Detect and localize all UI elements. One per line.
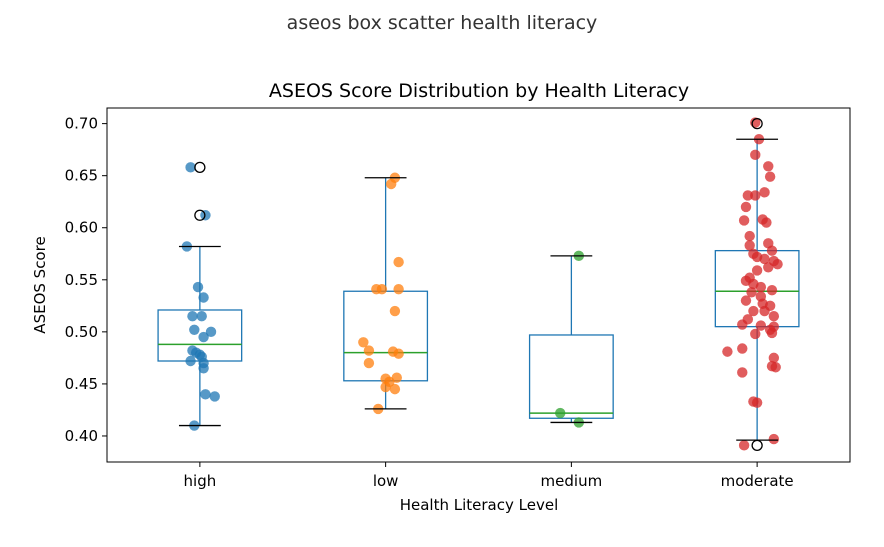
outlier-point [751,439,763,451]
x-tick-label: moderate [721,472,794,490]
data-point [185,355,196,367]
data-point [750,149,761,161]
data-point [766,285,778,296]
box-group-moderate [714,117,800,451]
data-point [376,283,388,295]
data-point [763,262,774,273]
data-point [751,397,763,408]
data-point [766,327,778,339]
data-point [740,201,752,213]
data-point [385,178,397,190]
data-point [389,383,401,395]
data-point [764,171,776,182]
data-point [200,389,211,400]
box-group-medium [528,250,614,428]
data-point [744,230,755,242]
page-title: aseos box scatter health literacy [286,12,598,34]
box-iqr [528,334,614,419]
data-point [198,292,209,303]
data-point [196,311,207,322]
data-point [740,295,752,306]
data-point [363,357,375,369]
data-point [742,190,754,201]
data-point [768,433,780,445]
data-point [748,305,759,317]
data-point [738,440,750,451]
data-point [744,240,755,251]
data-point [751,265,763,276]
y-tick-label: 0.55 [65,271,98,289]
plot-area [157,117,800,451]
data-point [738,215,750,226]
data-point [189,324,200,335]
data-point [192,281,204,293]
data-point [393,256,404,268]
data-point [358,337,369,348]
data-point [185,162,196,173]
outlier-point [194,209,206,221]
data-point [761,217,772,228]
box-group-high [157,161,243,431]
y-tick-label: 0.60 [65,219,98,237]
x-tick-label: high [184,472,217,490]
data-point [770,362,781,373]
box-group-low [343,172,429,415]
data-point [746,287,757,298]
y-axis: 0.40 0.45 0.50 0.55 0.60 0.65 0.70 [65,115,107,445]
data-point [763,161,774,172]
outlier-point [751,117,763,130]
data-point [555,407,566,419]
data-point [187,311,198,322]
chart-title: ASEOS Score Distribution by Health Liter… [269,80,689,102]
x-tick-label: medium [541,472,603,490]
y-tick-label: 0.50 [65,323,98,341]
data-point [737,367,748,378]
y-tick-label: 0.65 [65,167,98,185]
data-point [768,352,780,364]
data-point [393,283,404,295]
x-axis: high low medium moderate [184,462,794,490]
data-point [209,391,220,402]
x-tick-label: low [373,472,399,490]
data-point [772,258,783,270]
data-point [198,363,209,374]
data-point [737,343,748,354]
data-point [750,190,761,201]
box-iqr [343,290,429,382]
data-point [389,305,401,317]
data-point [768,311,780,322]
data-point [722,346,733,357]
y-tick-label: 0.40 [65,427,98,445]
y-axis-label: ASEOS Score [31,236,49,333]
data-point [755,281,767,293]
data-point [755,320,767,331]
axes-frame [106,107,851,463]
data-point [759,253,770,265]
x-axis-label: Health Literacy Level [400,496,559,514]
data-point [205,326,217,338]
data-point [363,345,375,356]
data-point [198,331,209,343]
outlier-point [194,161,206,173]
data-point [393,348,404,359]
y-tick-label: 0.70 [65,115,98,133]
data-point [759,305,770,317]
y-tick-label: 0.45 [65,375,98,393]
data-point [737,319,748,330]
data-point [380,381,391,393]
data-point [750,328,761,340]
data-point [766,245,778,256]
data-point [759,187,770,198]
